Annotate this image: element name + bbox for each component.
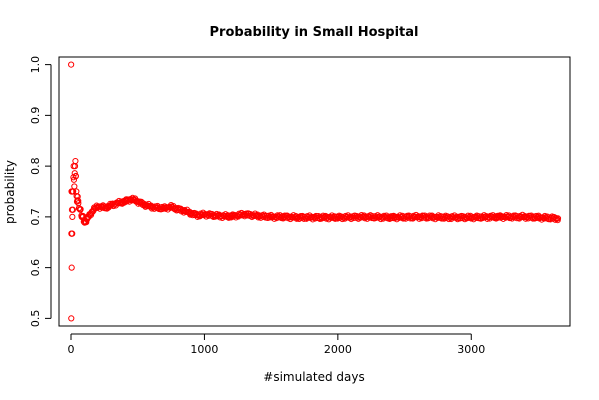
- data-point: [71, 170, 78, 177]
- data-point: [83, 219, 90, 226]
- x-tick-label: 2000: [324, 343, 352, 356]
- y-tick-label: 0.5: [29, 310, 42, 328]
- x-axis-label: #simulated days: [263, 370, 364, 384]
- data-points: [68, 61, 562, 322]
- data-point: [69, 206, 76, 213]
- data-point: [554, 217, 561, 224]
- chart-title: Probability in Small Hospital: [210, 25, 419, 40]
- x-tick-label: 1000: [190, 343, 218, 356]
- data-point: [68, 61, 75, 68]
- y-axis-label: probability: [3, 160, 17, 224]
- y-tick-label: 0.9: [29, 107, 42, 125]
- data-point: [68, 315, 75, 322]
- data-point: [82, 218, 89, 225]
- data-point: [72, 157, 79, 165]
- x-tick-label: 0: [68, 343, 75, 356]
- data-point: [553, 215, 561, 222]
- y-tick-label: 0.8: [29, 157, 42, 175]
- y-axis: 0.5 0.6 0.7 0.8 0.9 1.0: [29, 56, 52, 328]
- data-point: [71, 183, 78, 190]
- data-point: [72, 172, 79, 180]
- y-tick-label: 1.0: [29, 56, 42, 74]
- x-tick-label: 3000: [457, 343, 485, 356]
- y-tick-label: 0.6: [29, 259, 42, 277]
- data-point: [75, 197, 82, 205]
- data-point: [68, 264, 75, 271]
- data-point: [69, 213, 76, 220]
- data-point: [69, 230, 76, 237]
- x-axis: 0 1000 2000 3000: [68, 333, 485, 356]
- data-point: [77, 206, 84, 213]
- y-tick-label: 0.7: [29, 208, 42, 226]
- plot-frame: [58, 56, 571, 327]
